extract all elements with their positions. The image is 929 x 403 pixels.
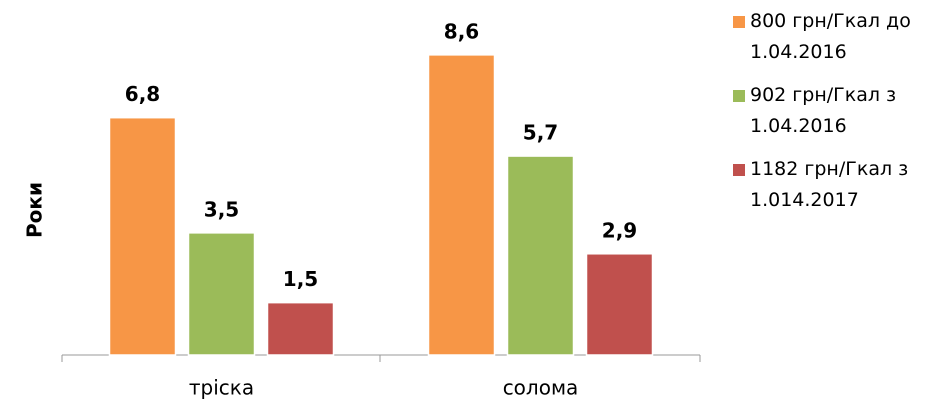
legend-label: 1182 грн/Гкал з 1.014.2017 [750, 158, 909, 211]
bar [427, 54, 496, 356]
bar [585, 253, 654, 356]
legend-label: 902 грн/Гкал з 1.04.2016 [750, 84, 897, 137]
legend-swatch [733, 16, 745, 28]
bar [187, 232, 256, 356]
data-label: 6,8 [125, 82, 160, 106]
legend-item: 800 грн/Гкал до 1.04.2016 [733, 6, 927, 68]
legend-item: 902 грн/Гкал з 1.04.2016 [733, 80, 927, 142]
data-label: 2,9 [602, 218, 637, 242]
data-label: 8,6 [444, 19, 479, 43]
y-axis-label: Роки [23, 182, 47, 238]
legend-swatch [733, 90, 745, 102]
x-tick-label: тріска [189, 376, 254, 400]
bar [266, 301, 335, 356]
legend-label: 800 грн/Гкал до 1.04.2016 [750, 10, 911, 63]
data-label: 3,5 [204, 197, 239, 221]
bar [108, 116, 177, 356]
data-label: 5,7 [523, 121, 558, 145]
legend-item: 1182 грн/Гкал з 1.014.2017 [733, 154, 927, 216]
legend: 800 грн/Гкал до 1.04.2016 902 грн/Гкал з … [733, 6, 927, 228]
bar [506, 155, 575, 356]
legend-swatch [733, 164, 745, 176]
x-tick-label: солома [503, 376, 579, 400]
data-label: 1,5 [283, 267, 318, 291]
